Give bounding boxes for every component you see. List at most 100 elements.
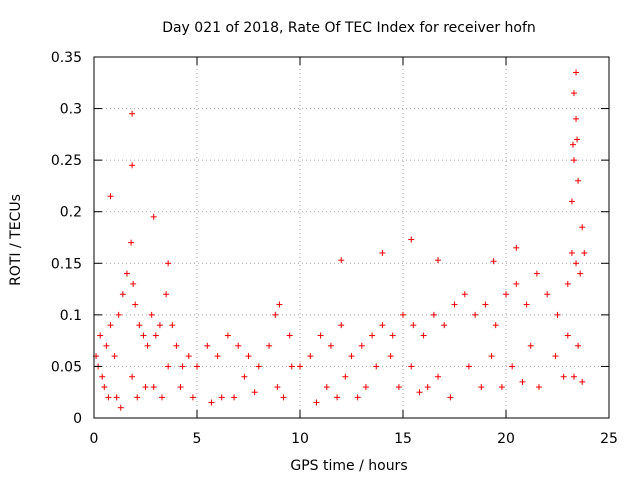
data-point bbox=[408, 236, 415, 243]
data-point bbox=[472, 311, 479, 318]
data-point bbox=[348, 353, 355, 360]
data-point bbox=[128, 239, 135, 246]
data-point bbox=[313, 399, 320, 406]
data-point bbox=[150, 384, 157, 391]
data-point bbox=[461, 291, 468, 298]
data-point bbox=[435, 373, 442, 380]
data-point bbox=[490, 258, 497, 265]
data-point bbox=[581, 249, 588, 256]
x-tick-label: 20 bbox=[497, 431, 515, 447]
data-point bbox=[354, 394, 361, 401]
data-point bbox=[129, 162, 136, 169]
data-point bbox=[465, 363, 472, 370]
data-point bbox=[447, 394, 454, 401]
data-point bbox=[189, 394, 196, 401]
data-point bbox=[509, 363, 516, 370]
data-point bbox=[569, 141, 576, 148]
data-point bbox=[334, 394, 341, 401]
y-tick-label: 0.1 bbox=[60, 308, 82, 324]
data-point bbox=[554, 311, 561, 318]
data-point bbox=[307, 353, 314, 360]
data-point bbox=[132, 301, 139, 308]
data-point bbox=[134, 394, 141, 401]
data-point bbox=[136, 322, 143, 329]
data-point bbox=[379, 249, 386, 256]
y-axis-title: ROTI / TECUs bbox=[8, 194, 24, 286]
data-point bbox=[235, 342, 242, 349]
data-point bbox=[395, 384, 402, 391]
data-point bbox=[523, 301, 530, 308]
data-point bbox=[492, 322, 499, 329]
data-point bbox=[208, 399, 215, 406]
data-point bbox=[574, 136, 581, 143]
data-point bbox=[568, 249, 575, 256]
data-point bbox=[177, 384, 184, 391]
x-tick-label: 25 bbox=[600, 431, 618, 447]
data-point bbox=[115, 311, 122, 318]
data-point bbox=[148, 311, 155, 318]
data-point bbox=[358, 342, 365, 349]
data-point bbox=[163, 291, 170, 298]
data-point bbox=[101, 384, 108, 391]
data-point bbox=[579, 224, 586, 231]
data-point bbox=[165, 363, 172, 370]
data-point bbox=[387, 353, 394, 360]
data-point bbox=[165, 260, 172, 267]
data-point bbox=[280, 394, 287, 401]
data-point bbox=[570, 373, 577, 380]
data-point bbox=[575, 342, 582, 349]
data-point bbox=[408, 363, 415, 370]
data-point bbox=[317, 332, 324, 339]
data-point bbox=[430, 311, 437, 318]
data-point bbox=[573, 260, 580, 267]
data-point bbox=[342, 373, 349, 380]
data-point bbox=[97, 332, 104, 339]
y-tick-label: 0 bbox=[73, 411, 82, 427]
data-point bbox=[105, 394, 112, 401]
data-point bbox=[152, 332, 159, 339]
data-point bbox=[568, 198, 575, 205]
data-point bbox=[338, 257, 345, 264]
data-point bbox=[519, 378, 526, 385]
data-point bbox=[451, 301, 458, 308]
data-point bbox=[513, 244, 520, 251]
data-point bbox=[533, 270, 540, 277]
data-point bbox=[251, 389, 258, 396]
x-axis-title: GPS time / hours bbox=[290, 458, 407, 474]
y-axis-ticks: 0 0.05 0.1 0.15 0.2 0.25 0.3 0.35 bbox=[51, 50, 609, 427]
data-point bbox=[503, 291, 509, 298]
data-point bbox=[117, 404, 124, 411]
data-point bbox=[194, 363, 200, 370]
data-point bbox=[274, 384, 281, 391]
data-point bbox=[214, 353, 221, 360]
data-point bbox=[410, 322, 417, 329]
data-point bbox=[416, 389, 423, 396]
data-point bbox=[119, 291, 126, 298]
data-point bbox=[527, 342, 534, 349]
data-point bbox=[400, 311, 406, 318]
data-point bbox=[158, 394, 165, 401]
data-point bbox=[286, 332, 293, 339]
chart-title: Day 021 of 2018, Rate Of TEC Index for r… bbox=[162, 20, 536, 36]
y-tick-label: 0.15 bbox=[51, 256, 82, 272]
data-point bbox=[255, 363, 262, 370]
data-point bbox=[288, 363, 295, 370]
grid-lines bbox=[94, 57, 609, 418]
data-point bbox=[99, 373, 106, 380]
data-point bbox=[575, 177, 582, 184]
data-point bbox=[266, 342, 273, 349]
data-point bbox=[535, 384, 542, 391]
y-tick-label: 0.05 bbox=[51, 359, 82, 375]
data-point bbox=[564, 280, 571, 287]
plot-frame bbox=[93, 56, 610, 419]
data-point bbox=[379, 322, 386, 329]
data-point bbox=[424, 384, 431, 391]
data-point bbox=[142, 384, 149, 391]
data-point bbox=[513, 280, 520, 287]
data-point bbox=[573, 69, 580, 76]
data-point bbox=[103, 342, 110, 349]
data-point bbox=[156, 322, 163, 329]
data-point bbox=[338, 322, 345, 329]
data-point bbox=[107, 193, 114, 200]
